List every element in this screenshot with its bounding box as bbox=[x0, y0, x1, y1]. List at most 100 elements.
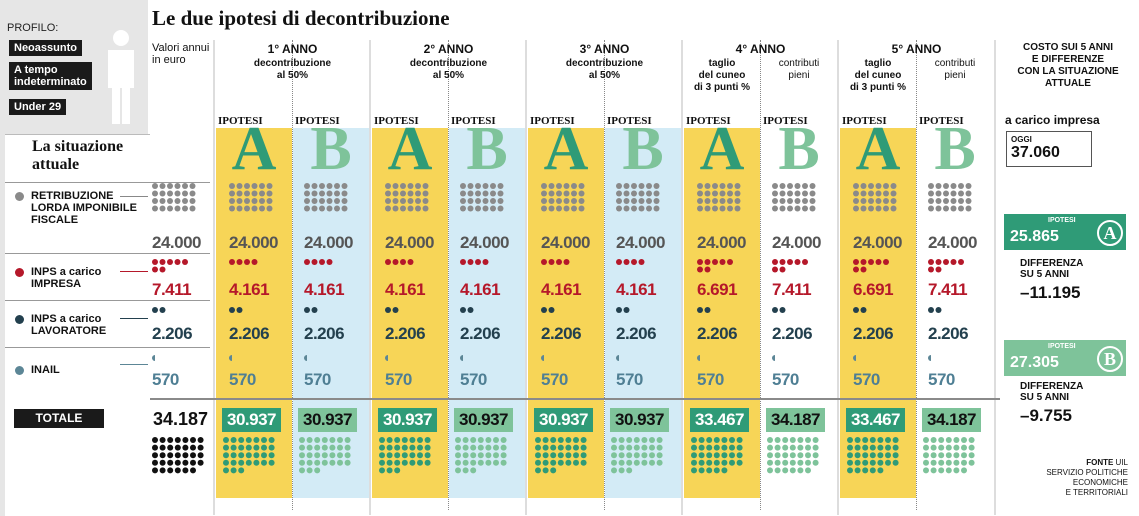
total-dot bbox=[854, 452, 861, 459]
total-dot bbox=[485, 437, 492, 443]
value-3-0: 570 bbox=[152, 370, 179, 389]
total-dot bbox=[238, 437, 245, 443]
total-dot bbox=[854, 444, 861, 451]
total-dot bbox=[611, 452, 617, 459]
dot bbox=[958, 259, 964, 265]
total-dot bbox=[152, 452, 158, 459]
total-dot bbox=[573, 437, 579, 443]
total-dot bbox=[877, 459, 884, 466]
total-dot bbox=[238, 459, 245, 466]
dot bbox=[422, 205, 429, 212]
year-4-title: 4° ANNO bbox=[735, 42, 786, 56]
total-dot bbox=[500, 452, 507, 459]
dot bbox=[304, 259, 310, 265]
col-divider bbox=[681, 40, 683, 515]
total-dot bbox=[557, 459, 564, 466]
total-dot bbox=[152, 459, 158, 466]
dot bbox=[174, 183, 181, 189]
total-dot bbox=[729, 452, 735, 459]
total-dot bbox=[394, 459, 401, 466]
dot bbox=[638, 198, 645, 204]
dot bbox=[182, 205, 188, 212]
total-dot bbox=[573, 452, 579, 459]
total-dot bbox=[656, 444, 663, 451]
letter-a-mark: A bbox=[855, 115, 901, 183]
dot bbox=[407, 205, 414, 212]
total-dot bbox=[299, 459, 305, 466]
value-1-4: 4.161 bbox=[460, 280, 501, 299]
total-dot bbox=[159, 444, 166, 451]
total-dot bbox=[767, 459, 773, 466]
total-dot bbox=[152, 437, 158, 443]
total-dot bbox=[721, 444, 728, 451]
total-dot bbox=[961, 467, 967, 474]
total-dot bbox=[462, 444, 469, 451]
total-dot bbox=[580, 444, 587, 451]
total-dot bbox=[892, 437, 899, 443]
ipotesi-a-diff-label: DIFFERENZA SU 5 ANNI bbox=[1020, 258, 1084, 280]
total-dot bbox=[261, 444, 267, 451]
value-3-1: 570 bbox=[229, 370, 256, 389]
dot bbox=[244, 259, 250, 265]
ipotesi-label: IPOTESI bbox=[919, 115, 964, 127]
dot bbox=[182, 183, 188, 189]
dot bbox=[182, 190, 188, 197]
dot bbox=[950, 190, 957, 197]
dot bbox=[616, 205, 622, 212]
dot bbox=[311, 190, 318, 197]
dot bbox=[229, 205, 235, 212]
dot bbox=[787, 198, 793, 204]
profile-tag-neoassunto: Neoassunto bbox=[9, 40, 82, 56]
total-dot bbox=[542, 437, 549, 443]
total-dot bbox=[847, 459, 853, 466]
total-dot bbox=[938, 437, 945, 443]
total-dot bbox=[253, 459, 260, 466]
dot bbox=[182, 259, 188, 265]
dot bbox=[189, 198, 196, 204]
dot bbox=[304, 198, 310, 204]
value-1-8: 7.411 bbox=[772, 280, 812, 299]
total-dot bbox=[618, 444, 625, 451]
letter-b-mark: B bbox=[466, 115, 508, 183]
total-dot bbox=[930, 459, 937, 466]
dot bbox=[556, 259, 562, 265]
dot bbox=[809, 183, 816, 189]
dot bbox=[794, 259, 801, 265]
total-dot bbox=[713, 459, 720, 466]
total-dot bbox=[930, 444, 937, 451]
total-dot bbox=[706, 459, 713, 466]
dot bbox=[943, 205, 949, 212]
total-dot bbox=[862, 437, 869, 443]
row-label-inps-impresa: INPS a carico IMPRESA bbox=[11, 266, 101, 290]
dot bbox=[319, 190, 325, 197]
dot bbox=[631, 190, 637, 197]
total-dot bbox=[159, 459, 166, 466]
ipotesi-label: IPOTESI bbox=[295, 115, 340, 127]
letter-b-mark: B bbox=[778, 115, 820, 183]
dot bbox=[712, 205, 718, 212]
total-dot bbox=[535, 437, 541, 443]
total-dot bbox=[805, 467, 811, 474]
dot bbox=[571, 190, 577, 197]
total-dot bbox=[417, 452, 423, 459]
total-dot bbox=[493, 437, 499, 443]
year-4-sub-b: contributi pieni bbox=[778, 58, 820, 81]
total-dot bbox=[238, 452, 245, 459]
dot bbox=[772, 307, 778, 313]
dot bbox=[697, 183, 703, 189]
dot bbox=[623, 205, 630, 212]
dot bbox=[809, 205, 816, 212]
col-bg-y1-a bbox=[216, 128, 292, 498]
total-dot bbox=[167, 459, 174, 466]
dot bbox=[623, 259, 630, 265]
total-dot bbox=[782, 459, 789, 466]
total-dot bbox=[542, 459, 549, 466]
dot bbox=[266, 190, 273, 197]
value-3-9: 570 bbox=[853, 370, 880, 389]
total-dot bbox=[641, 437, 648, 443]
value-2-9: 2.206 bbox=[853, 324, 894, 343]
dot bbox=[482, 259, 489, 265]
ipotesi-a-box: IPOTESI 25.865 A bbox=[1004, 214, 1126, 250]
total-dot bbox=[462, 452, 469, 459]
dot bbox=[334, 190, 340, 197]
